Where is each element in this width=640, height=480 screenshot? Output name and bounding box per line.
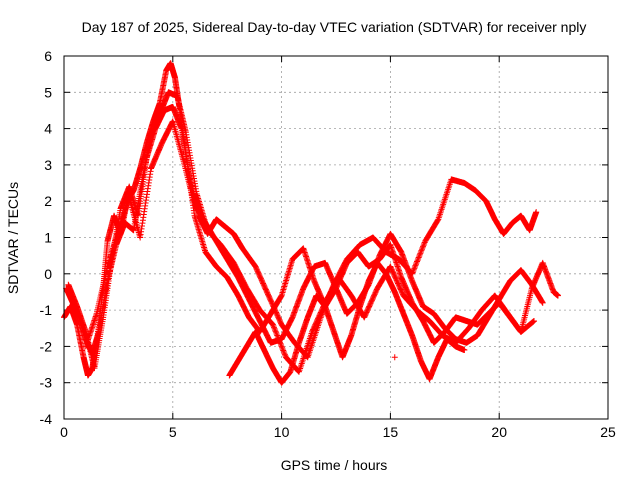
y-tick-label: 6 [44, 48, 52, 64]
data-point-trace-a [554, 292, 561, 299]
y-tick-label: 0 [44, 266, 52, 282]
y-tick-label: 1 [44, 230, 52, 246]
x-tick-label: 10 [274, 424, 290, 440]
y-tick-label: -1 [40, 302, 53, 318]
y-tick-label: -4 [40, 411, 53, 427]
data-points [61, 60, 561, 386]
x-tick-label: 25 [600, 424, 616, 440]
x-tick-label: 0 [60, 424, 68, 440]
x-tick-label: 15 [383, 424, 399, 440]
x-tick-label: 5 [169, 424, 177, 440]
grid [64, 56, 608, 419]
x-axis-label: GPS time / hours [281, 457, 388, 473]
y-tick-label: 5 [44, 84, 52, 100]
x-tick-label: 20 [491, 424, 507, 440]
y-tick-label: -2 [40, 338, 53, 354]
y-tick-label: 2 [44, 193, 52, 209]
chart-title: Day 187 of 2025, Sidereal Day-to-day VTE… [82, 19, 587, 35]
y-tick-label: -3 [40, 375, 53, 391]
y-tick-label: 4 [44, 121, 52, 137]
y-tick-label: 3 [44, 157, 52, 173]
axes: 0 5 10 15 20 25 -4 -3 -2 -1 0 1 2 3 4 5 6 [40, 48, 616, 440]
y-axis-label: SDTVAR / TECUs [5, 182, 21, 294]
